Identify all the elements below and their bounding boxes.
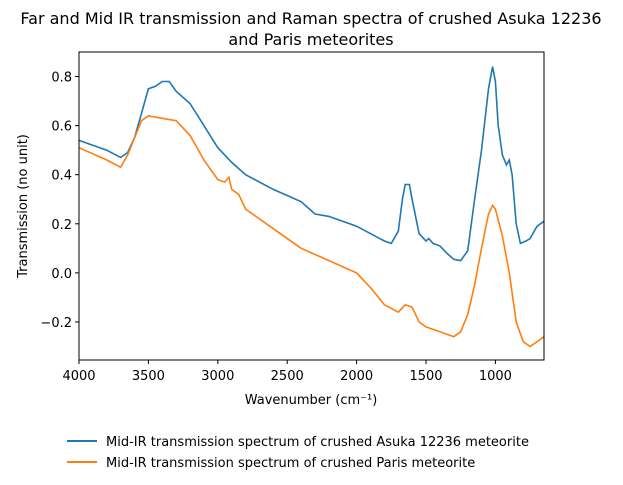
data-line [78, 66, 545, 262]
data-line [78, 114, 545, 348]
x-tick-label: 2000 [340, 369, 373, 384]
y-tick-label: 0.0 [51, 267, 72, 282]
x-tick-label: 1000 [479, 369, 512, 384]
chart-title: Far and Mid IR transmission and Raman sp… [20, 9, 601, 28]
x-axis-label: Wavenumber (cm⁻¹) [245, 393, 378, 408]
x-tick-label: 3500 [132, 369, 165, 384]
plot-frame [78, 51, 545, 361]
legend-label: Mid-IR transmission spectrum of crushed … [106, 435, 529, 450]
y-tick-label: 0.6 [51, 120, 72, 135]
chart-title: and Paris meteorites [228, 30, 393, 49]
x-tick-label: 1500 [409, 369, 442, 384]
legend-label: Mid-IR transmission spectrum of crushed … [106, 456, 475, 471]
y-tick-label: 0.2 [51, 218, 72, 233]
y-tick-label: −0.2 [40, 316, 72, 331]
y-tick-label: 0.8 [51, 71, 72, 86]
x-tick-label: 4000 [62, 369, 95, 384]
y-tick-label: 0.4 [51, 169, 72, 184]
x-tick-label: 3000 [201, 369, 234, 384]
y-axis-label: Transmission (no unit) [16, 134, 31, 279]
x-tick-label: 2500 [271, 369, 304, 384]
